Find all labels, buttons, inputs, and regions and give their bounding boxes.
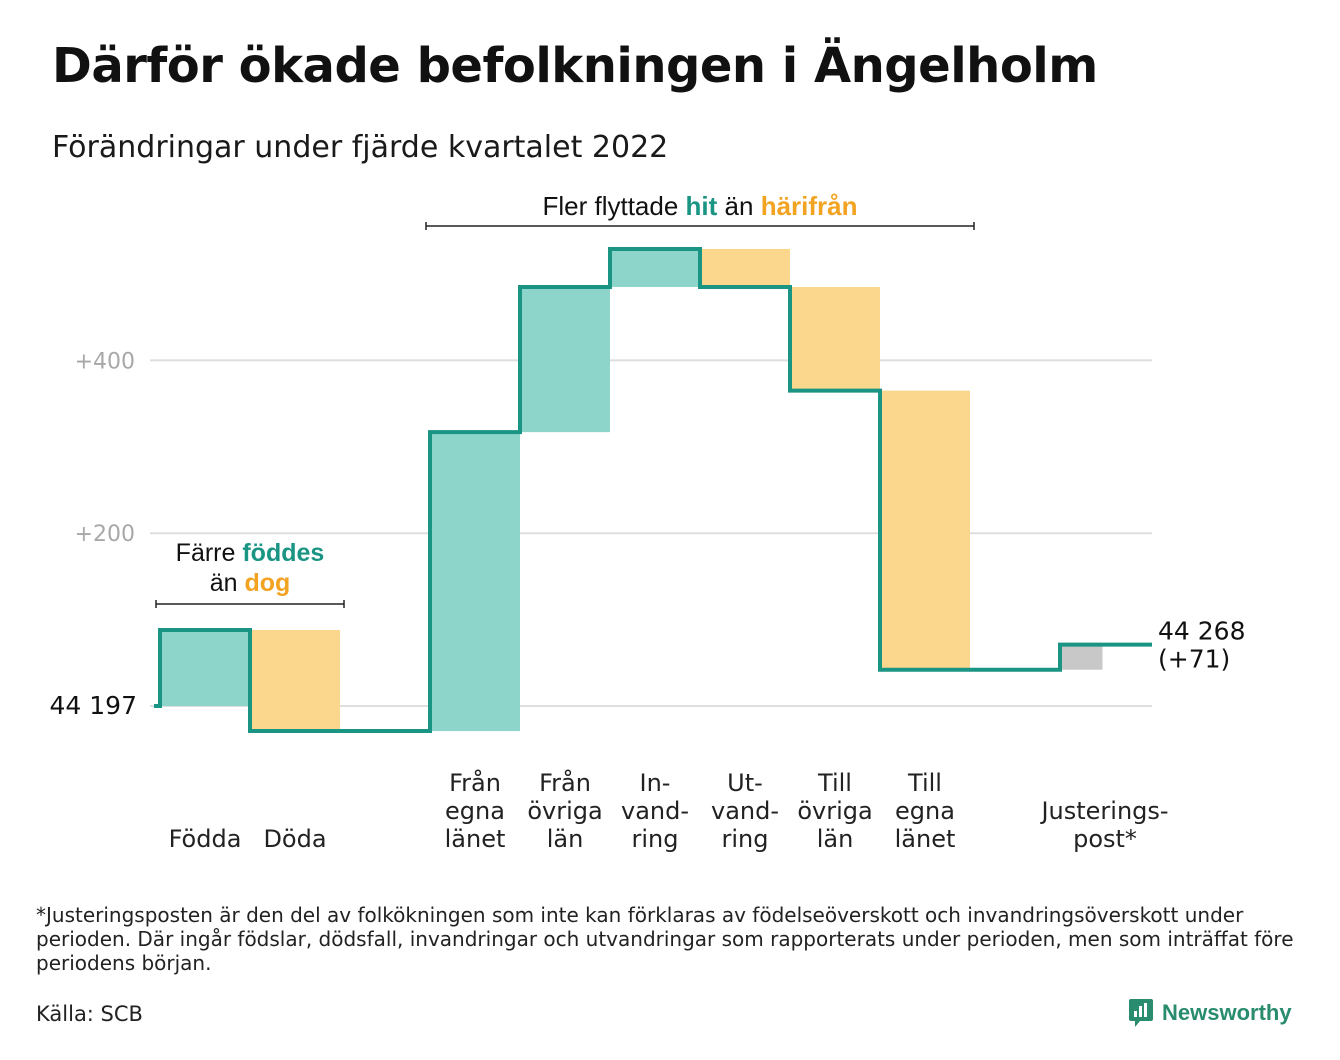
waterfall-chart: +200 +400 Födda Döda Från egna länet Från övriga… [50,191,1246,853]
y-tick-label: +200 [75,522,135,547]
chart-title: Därför ökade befolkningen i Ängelholm [52,38,1098,94]
x-category-label: Födda [169,825,242,853]
x-category-label: Från övriga län [527,768,602,853]
waterfall-bar [160,629,250,706]
waterfall-bar [520,286,610,433]
waterfall-bar [880,390,970,670]
source-label: Källa: SCB [36,1002,143,1026]
x-category-label: Döda [263,825,326,853]
y-tick-label: +400 [75,349,135,374]
end-value-label: 44 268 (+71) [1158,617,1245,674]
x-category-label: Till övriga län [797,769,872,853]
waterfall-bar [790,286,880,391]
x-category-label: Från egna länet [445,768,506,853]
waterfall-bar [250,629,340,732]
annotation-text: än dog [210,569,291,597]
x-category-label: Ut-vand-ring [711,769,779,853]
annotation-text: Fler flyttade hit än härifrån [542,191,857,221]
x-category-label: In-vand-ring [621,769,689,853]
waterfall-bar [1062,644,1103,670]
waterfall-bar [700,248,790,287]
chart-subtitle: Förändringar under fjärde kvartalet 2022 [52,130,669,165]
annotation-text: Färre föddes [176,539,325,567]
logo-text: Newsworthy [1162,1000,1292,1025]
newsworthy-logo: Newsworthy [1128,998,1292,1028]
cumulative-step-line [154,246,1152,734]
x-category-label: Till egna länet [895,769,956,853]
footnote: *Justeringsposten är den del av folkökni… [36,903,1294,975]
waterfall-bar [610,248,700,287]
x-category-label: Justerings-post* [1039,797,1168,853]
newsworthy-chart-icon [1129,999,1153,1027]
waterfall-bar [430,432,520,732]
start-value-label: 44 197 [50,691,137,720]
